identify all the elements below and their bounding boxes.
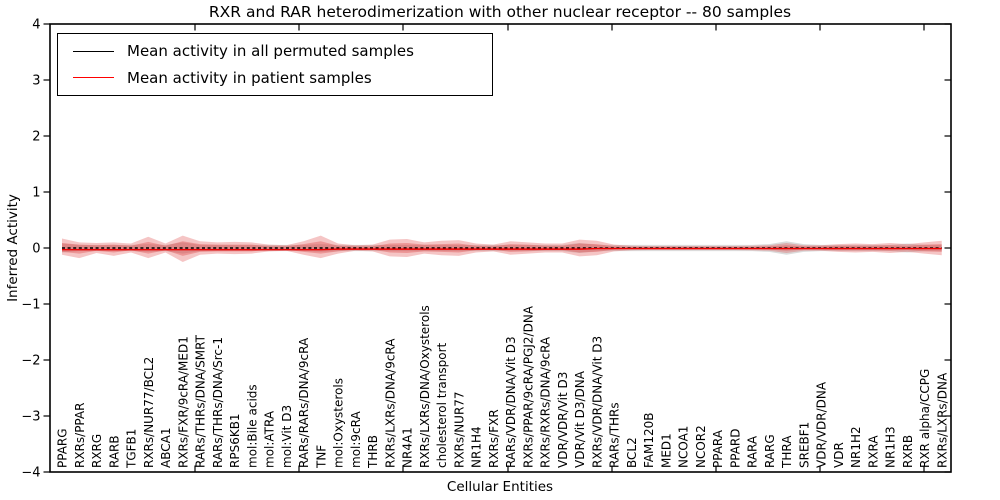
x-tick-label: PPARA [711, 429, 725, 468]
x-tick-label: ABCA1 [159, 428, 173, 468]
mean-activity-in-patient-samples-line [62, 247, 942, 251]
x-tick-label: RARs/RARs/DNA/9cRA [297, 337, 311, 468]
x-tick-label: NCOA1 [677, 426, 691, 468]
x-tick-label: RXR alpha/CCPG [918, 369, 932, 468]
x-tick-label: RARB [107, 435, 121, 468]
x-tick-label: RXRs/RXRs/DNA/9cRA [539, 336, 553, 468]
x-tick-label: mol:Oxysterols [332, 378, 346, 468]
x-tick-label: MED1 [659, 433, 673, 468]
legend-label-permuted: Mean activity in all permuted samples [127, 42, 414, 61]
x-tick-label: PPARG [56, 428, 70, 468]
x-tick-label: THRB [366, 435, 380, 469]
y-tick-label: 4 [32, 18, 40, 33]
x-tick-label: mol:Bile acids [245, 384, 259, 468]
x-tick-label: RXRs/PPAR/9cRA/PGJ2/DNA [521, 305, 535, 468]
x-tick-label: NCOR2 [694, 425, 708, 468]
x-tick-label: VDR/Vit D3/DNA [573, 370, 587, 468]
x-tick-label: RARs/THRs/DNA/Src-1 [211, 337, 225, 468]
legend-label-patient: Mean activity in patient samples [127, 68, 372, 87]
x-tick-label: PPARD [728, 429, 742, 469]
x-tick-label: RXRs/LXRs/DNA [935, 372, 949, 468]
x-tick-label: RXRs/LXRs/DNA/9cRA [383, 338, 397, 468]
legend-item-patient: Mean activity in patient samples [58, 69, 492, 87]
x-tick-label: RARs/THRs/DNA/SMRT [194, 334, 208, 468]
y-tick-label: −4 [21, 466, 40, 481]
x-tick-label: THRA [780, 435, 794, 469]
y-tick-label: 1 [32, 186, 40, 201]
y-tick-label: −2 [21, 354, 40, 369]
x-tick-label: NR1H4 [470, 426, 484, 468]
x-tick-label: RARA [746, 435, 760, 468]
x-tick-label: RXRs/LXRs/DNA/Oxysterols [418, 305, 432, 468]
x-tick-label: NR4A1 [401, 427, 415, 468]
x-tick-label: VDR/VDR/Vit D3 [556, 372, 570, 468]
chart-title: RXR and RAR heterodimerization with othe… [208, 3, 792, 21]
x-axis-label: Cellular Entities [446, 479, 554, 495]
x-tick-label: NR1H3 [884, 426, 898, 468]
x-tick-label: VDR/VDR/DNA [815, 381, 829, 468]
x-tick-label: TGFB1 [125, 429, 139, 469]
x-tick-label: VDR [832, 442, 846, 468]
y-tick-label: −1 [21, 298, 40, 313]
y-tick-label: 2 [32, 130, 40, 145]
x-tick-label: mol:ATRA [263, 410, 277, 468]
black-line-swatch [73, 50, 114, 52]
x-tick-label: RXRs/VDR/DNA/Vit D3 [590, 336, 604, 468]
legend: Mean activity in all permuted samples Me… [57, 33, 493, 96]
x-tick-label: RXRG [90, 434, 104, 468]
x-tick-label: FAM120B [642, 413, 656, 469]
x-tick-label: cholesterol transport [435, 342, 449, 468]
x-tick-label: RXRs/FXR [487, 409, 501, 468]
x-tick-label: RARs/THRs [608, 402, 622, 468]
red-line-swatch [73, 77, 114, 79]
x-tick-label: RXRB [901, 435, 915, 468]
x-tick-label: BCL2 [625, 437, 639, 468]
x-tick-label: RXRs/NUR77/BCL2 [142, 357, 156, 468]
x-tick-label: TNF [314, 445, 328, 469]
x-tick-label: RPS6KB1 [228, 413, 242, 468]
legend-item-permuted: Mean activity in all permuted samples [58, 42, 492, 60]
y-tick-label: −3 [21, 410, 40, 425]
x-tick-label: RXRs/PPAR [73, 403, 87, 468]
x-tick-label: RXRs/NUR77 [452, 391, 466, 468]
x-tick-label: mol:Vit D3 [280, 405, 294, 468]
y-axis-label: Inferred Activity [5, 194, 21, 302]
x-tick-label: mol:9cRA [349, 411, 363, 468]
x-tick-label: RARG [763, 434, 777, 468]
x-tick-label: NR1H2 [849, 426, 863, 468]
y-tick-label: 3 [32, 74, 40, 89]
x-tick-label: RXRs/FXR/9cRA/MED1 [176, 336, 190, 468]
x-tick-label: SREBF1 [797, 422, 811, 468]
permuted-samples-envelope-area [62, 241, 942, 255]
x-tick-label: RXRA [866, 435, 880, 468]
y-tick-label: 0 [32, 242, 40, 257]
x-tick-label: RARs/VDR/DNA/Vit D3 [504, 336, 518, 468]
